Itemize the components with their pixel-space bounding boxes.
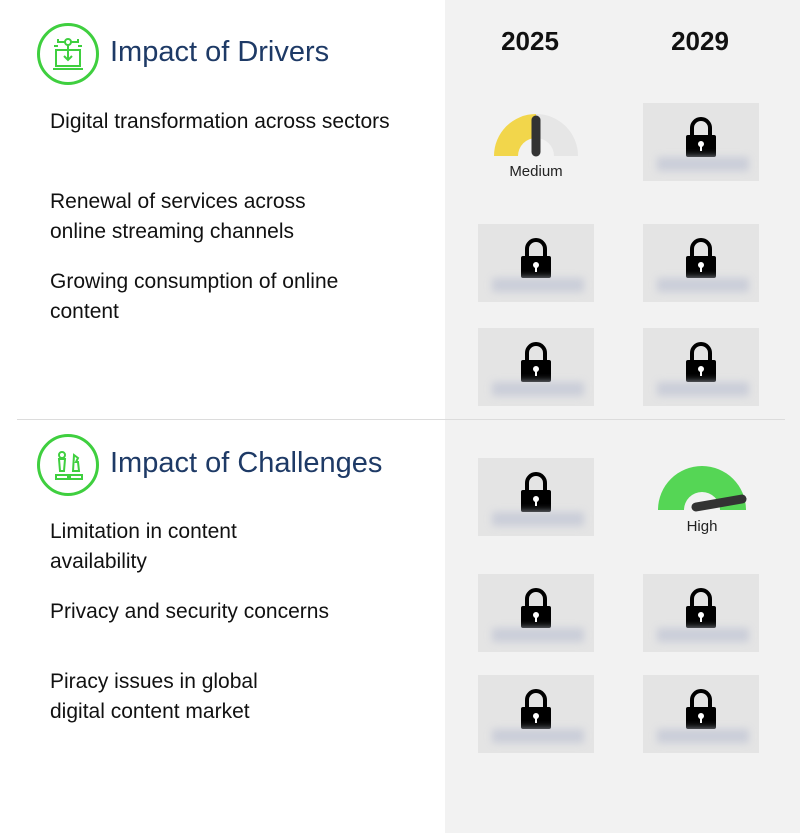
challenge-item: Piracy issues in global digital content … — [50, 670, 258, 723]
driver-item: Digital transformation across sectors — [50, 110, 390, 133]
locked-rating[interactable] — [643, 574, 759, 652]
blurred-text — [492, 729, 584, 743]
blurred-text — [657, 628, 749, 642]
drivers-title: Impact of Drivers — [110, 36, 330, 68]
lock-icon — [686, 689, 716, 729]
blurred-text — [492, 278, 584, 292]
locked-rating[interactable] — [478, 224, 594, 302]
year-header-2029: 2029 — [671, 26, 729, 56]
gauge-medium: Medium — [478, 108, 594, 198]
gauge-label: High — [686, 518, 718, 535]
lock-icon — [686, 342, 716, 382]
locked-rating[interactable] — [478, 328, 594, 406]
gauge-high: High — [644, 464, 760, 554]
blurred-text — [492, 512, 584, 526]
locked-rating[interactable] — [478, 574, 594, 652]
challenge-item: Limitation in content availability — [50, 520, 237, 573]
locked-rating[interactable] — [643, 103, 759, 181]
challenge-item: Privacy and security concerns — [50, 600, 329, 623]
blurred-text — [657, 382, 749, 396]
year-header-2025: 2025 — [501, 26, 559, 56]
blurred-text — [492, 382, 584, 396]
lock-icon — [686, 588, 716, 628]
lock-icon — [521, 342, 551, 382]
lock-icon — [521, 472, 551, 512]
blurred-text — [492, 628, 584, 642]
challenges-title: Impact of Challenges — [110, 447, 383, 479]
lock-icon — [686, 238, 716, 278]
blurred-text — [657, 729, 749, 743]
lock-icon — [521, 689, 551, 729]
driver-item: Growing consumption of online content — [50, 270, 339, 323]
locked-rating[interactable] — [643, 328, 759, 406]
lock-icon — [521, 238, 551, 278]
driver-item: Renewal of services across online stream… — [50, 190, 306, 243]
chess-strategy-icon — [37, 434, 99, 496]
section-divider — [17, 419, 785, 420]
gauge-label: Medium — [509, 163, 563, 180]
locked-rating[interactable] — [643, 224, 759, 302]
locked-rating[interactable] — [478, 458, 594, 536]
blurred-text — [657, 157, 749, 171]
locked-rating[interactable] — [643, 675, 759, 753]
digital-transformation-icon — [37, 23, 99, 85]
lock-icon — [686, 117, 716, 157]
lock-icon — [521, 588, 551, 628]
blurred-text — [657, 278, 749, 292]
locked-rating[interactable] — [478, 675, 594, 753]
